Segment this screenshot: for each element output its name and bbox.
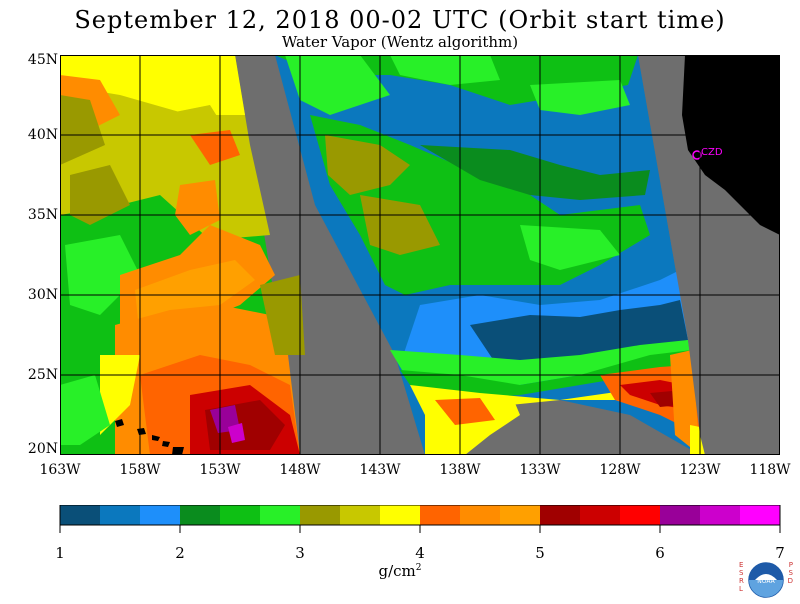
colorbar-swatch [300, 505, 341, 525]
lon-label-138w: 138W [439, 462, 481, 478]
lat-label-40n: 40N [27, 127, 58, 143]
colorbar-swatch [100, 505, 141, 525]
colorbar-swatch [420, 505, 461, 525]
colorbar-unit: g/cm2 [360, 562, 440, 580]
lat-label-35n: 35N [27, 207, 58, 223]
colorbar-tick-4: 4 [415, 544, 425, 562]
colorbar-swatch [140, 505, 181, 525]
station-marker [692, 150, 702, 160]
colorbar-swatch [660, 505, 701, 525]
lat-label-25n: 25N [27, 367, 58, 383]
lon-label-133w: 133W [519, 462, 561, 478]
logo-center-text: NOAA [757, 578, 775, 585]
north-america-land [682, 55, 780, 235]
colorbar-swatch [700, 505, 741, 525]
colorbar-tick-2: 2 [175, 544, 185, 562]
colorbar-swatch [740, 505, 781, 525]
lon-label-118w: 118W [749, 462, 791, 478]
colorbar-tick-1: 1 [55, 544, 65, 562]
colorbar-swatch [500, 505, 541, 525]
lon-label-158w: 158W [119, 462, 161, 478]
colorbar-swatch [620, 505, 661, 525]
colorbar-tick-7: 7 [775, 544, 785, 562]
lon-label-163w: 163W [39, 462, 81, 478]
eastern-swath [275, 55, 705, 455]
map-title: September 12, 2018 00-02 UTC (Orbit star… [74, 6, 726, 34]
colorbar-swatch [380, 505, 421, 525]
hawaiian-islands [115, 419, 184, 455]
unit-exponent: 2 [415, 563, 422, 573]
colorbar-tick-6: 6 [655, 544, 665, 562]
colorbar-swatch [60, 505, 101, 525]
lat-label-30n: 30N [27, 287, 58, 303]
colorbar-swatch [580, 505, 621, 525]
colorbar-swatch [260, 505, 301, 525]
colorbar [59, 505, 781, 533]
colorbar-swatch [180, 505, 221, 525]
colorbar-swatch [540, 505, 581, 525]
lon-label-123w: 123W [679, 462, 721, 478]
colorbar-swatch [340, 505, 381, 525]
colorbar-tick-5: 5 [535, 544, 545, 562]
unit-text: g/cm [378, 562, 416, 580]
lat-label-45n: 45N [27, 52, 58, 68]
lon-label-148w: 148W [279, 462, 321, 478]
lon-label-128w: 128W [599, 462, 641, 478]
colorbar-swatch [220, 505, 261, 525]
colorbar-swatch [460, 505, 501, 525]
lon-label-153w: 153W [199, 462, 241, 478]
water-vapor-map: CZD [60, 55, 780, 455]
lon-label-143w: 143W [359, 462, 401, 478]
lat-label-20n: 20N [27, 441, 58, 457]
station-label: CZD [701, 147, 723, 158]
map-frame [60, 55, 780, 455]
map-subtitle: Water Vapor (Wentz algorithm) [281, 33, 519, 51]
colorbar-tick-3: 3 [295, 544, 305, 562]
map-grid [60, 55, 780, 455]
